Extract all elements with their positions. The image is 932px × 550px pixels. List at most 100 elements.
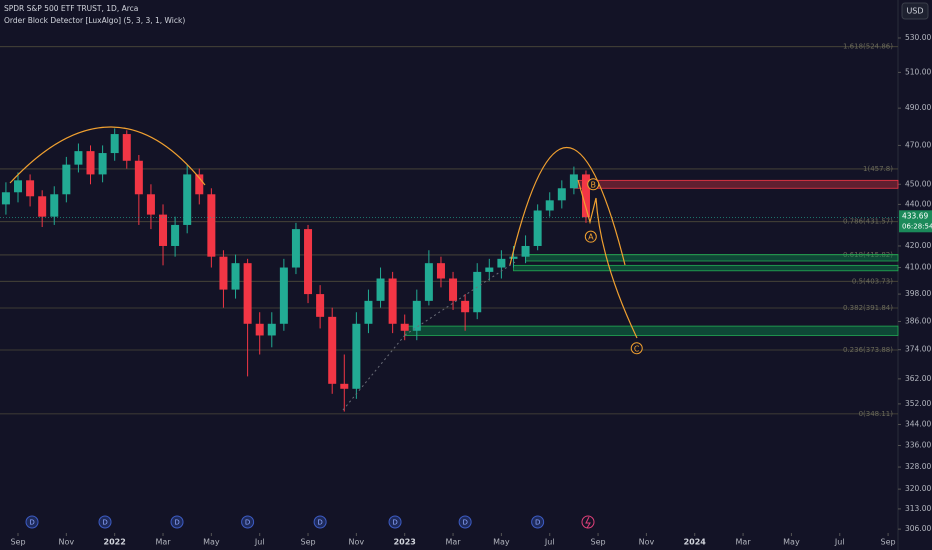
x-tick-label: Jul <box>254 538 265 547</box>
x-tick-label: Jul <box>834 538 845 547</box>
x-tick-label: Sep <box>881 538 896 547</box>
candle-body <box>86 151 95 175</box>
indicator-title: Order Block Detector [LuxAlgo] (5, 3, 3,… <box>4 16 185 25</box>
candle-body <box>581 174 590 218</box>
candle-body <box>74 151 83 165</box>
event-circle <box>98 515 112 529</box>
fib-label: 1(457.8) <box>863 165 893 173</box>
candle-body <box>485 267 494 272</box>
event-label: D <box>535 519 540 527</box>
candle-body <box>50 194 59 217</box>
candle-body <box>533 210 542 246</box>
x-tick-label: Sep <box>300 538 315 547</box>
x-tick-label: Sep <box>591 538 606 547</box>
candle-body <box>436 263 445 279</box>
x-tick-label: Nov <box>639 538 655 547</box>
candle-body <box>279 267 288 324</box>
candle-body <box>219 256 228 290</box>
fib-label: 0.382(391.84) <box>843 304 893 312</box>
x-tick-label: Sep <box>10 538 25 547</box>
y-tick-label: 352.00 <box>905 399 931 408</box>
wave-label: A <box>588 233 594 242</box>
x-tick-label: Jul <box>544 538 555 547</box>
currency-button[interactable] <box>901 2 929 20</box>
y-tick-label: 374.00 <box>905 345 931 354</box>
candle-body <box>159 214 168 246</box>
y-tick-label: 510.00 <box>905 67 931 76</box>
fib-label: 1.618(524.86) <box>843 43 893 51</box>
event-label: D <box>462 519 467 527</box>
candle-body <box>291 229 300 268</box>
x-tick-label: 2023 <box>394 538 416 547</box>
event-label: D <box>29 519 34 527</box>
candle-body <box>267 323 276 336</box>
order-block <box>525 254 899 262</box>
last-price-box <box>899 210 932 233</box>
y-tick-label: 313.00 <box>905 504 931 513</box>
event-label: D <box>102 519 107 527</box>
y-tick-label: 344.00 <box>905 419 931 428</box>
fib-label: 0.5(403.73) <box>852 277 893 285</box>
event-flash <box>581 515 595 529</box>
x-tick-label: May <box>203 538 220 547</box>
plot: 530.00 510.00 490.00 470.00 450.00 440.00 420.… <box>0 33 931 547</box>
candle-body <box>98 153 107 175</box>
wave-label-circle <box>587 178 600 191</box>
candle-body <box>545 200 554 211</box>
candle-body <box>449 278 458 301</box>
event-circle <box>313 515 327 529</box>
countdown: 06:28:54 <box>902 222 932 230</box>
candle-body <box>14 180 23 193</box>
event-label: D <box>317 519 322 527</box>
y-tick-label: 306.00 <box>905 524 931 533</box>
y-tick-label: 470.00 <box>905 140 931 149</box>
candle-body <box>304 229 313 295</box>
wave-label-circle <box>584 230 597 243</box>
x-tick-label: Mar <box>155 538 171 547</box>
candle-body <box>231 263 240 290</box>
candle-body <box>62 164 71 195</box>
candle-body <box>255 323 264 336</box>
y-tick-label: 450.00 <box>905 179 931 188</box>
y-tick-label: 440.00 <box>905 199 931 208</box>
wave-label-circle <box>630 342 643 355</box>
trend-line <box>342 334 406 411</box>
y-tick-label: 386.00 <box>905 316 931 325</box>
candle-body <box>376 278 385 301</box>
x-tick-label: Nov <box>349 538 365 547</box>
order-block <box>573 179 899 189</box>
y-tick-label: 336.00 <box>905 440 931 449</box>
candle-body <box>557 188 566 201</box>
y-tick-label: 410.00 <box>905 263 931 272</box>
currency[interactable]: USD <box>906 7 923 16</box>
event-circle <box>388 515 402 529</box>
candle-body <box>473 271 482 313</box>
candle-body <box>146 194 155 215</box>
fib-label: 0.786(431.57) <box>843 218 893 226</box>
event-label: D <box>392 519 397 527</box>
x-tick-label: Mar <box>446 538 462 547</box>
candle-body <box>412 300 421 331</box>
arc <box>9 126 206 186</box>
y-tick-label: 490.00 <box>905 103 931 112</box>
candle-body <box>521 245 530 257</box>
candle-body <box>388 278 397 324</box>
x-tick-label: May <box>783 538 800 547</box>
trend-line <box>404 261 516 336</box>
candle-body <box>171 224 180 246</box>
x-tick-label: Mar <box>736 538 752 547</box>
wave-label: B <box>590 180 596 189</box>
candle-body <box>509 256 518 259</box>
y-tick-label: 362.00 <box>905 374 931 383</box>
candle-body <box>134 160 143 195</box>
fib-label: 0(348.11) <box>859 410 894 418</box>
arc <box>509 147 626 266</box>
candle-body <box>569 174 578 189</box>
x-tick-label: 2024 <box>684 538 707 547</box>
candle-body <box>195 174 204 195</box>
y-tick-label: 420.00 <box>905 241 931 250</box>
y-tick-label: 398.00 <box>905 289 931 298</box>
candle-body <box>400 323 409 331</box>
